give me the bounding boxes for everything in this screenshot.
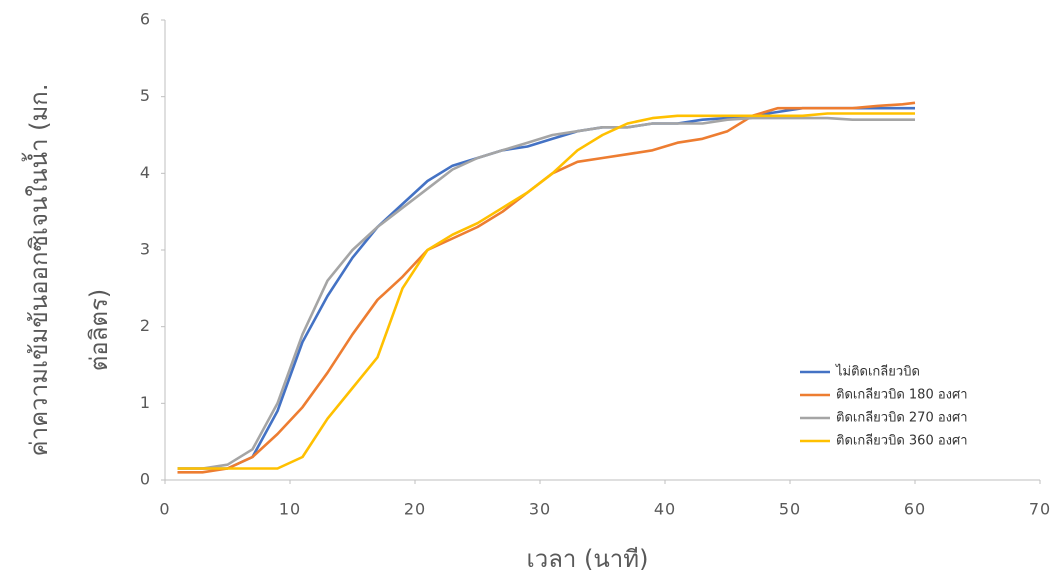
- legend-label: ติดเกลียวบิด 270 องศา: [836, 410, 968, 426]
- x-tick-label: 20: [404, 500, 426, 519]
- y-axis-title: ค่าความเข้มข้นออกซิเจนในน้ำ (มก.: [21, 84, 53, 457]
- y-tick-label: 2: [140, 316, 151, 335]
- data-line: [177, 112, 915, 470]
- y-tick-label: 5: [140, 86, 151, 105]
- x-tick-label: 30: [529, 500, 551, 519]
- x-tick-label: 50: [779, 500, 801, 519]
- y-tick-label: 6: [140, 10, 151, 29]
- x-tick-label: 0: [159, 500, 170, 519]
- data-line: [177, 116, 915, 470]
- data-line: [177, 106, 915, 470]
- legend-label: ติดเกลียวบิด 360 องศา: [836, 433, 968, 449]
- x-tick-label: 60: [904, 500, 926, 519]
- x-tick-label: 10: [279, 500, 301, 519]
- y-tick-label: 3: [140, 240, 151, 259]
- x-tick-label: 70: [1029, 500, 1051, 519]
- y-tick-label: 1: [140, 393, 151, 412]
- x-axis-title: เวลา (นาที): [527, 545, 649, 573]
- y-axis-title: ต่อลิตร): [85, 289, 113, 372]
- x-tick-label: 40: [654, 500, 676, 519]
- y-tick-label: 0: [140, 470, 151, 489]
- y-tick-label: 4: [140, 163, 151, 182]
- legend-label: ติดเกลียวบิด 180 องศา: [836, 387, 968, 403]
- legend-label: ไม่ติดเกลียวบิด: [835, 364, 920, 380]
